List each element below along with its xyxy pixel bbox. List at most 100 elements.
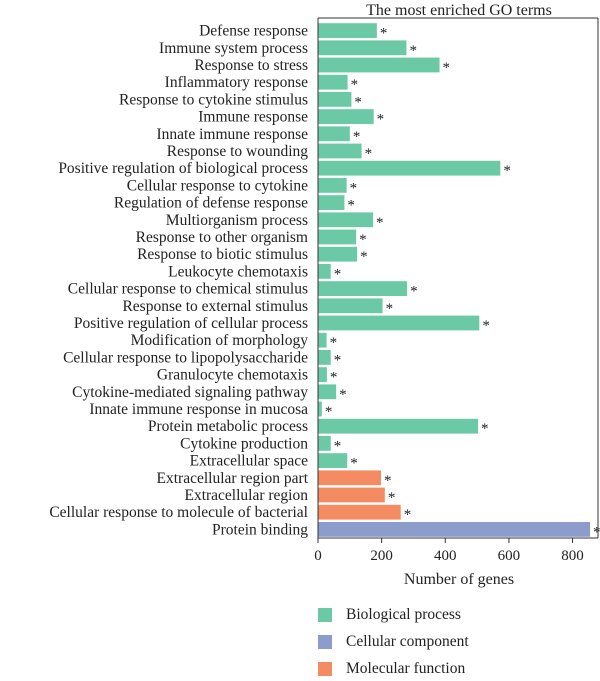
legend-item-molecular-function: Molecular function [318,660,578,678]
bar-inflammatory-response [318,74,348,90]
category-label-response-to-wounding: Response to wounding [167,143,308,160]
bar-response-to-biotic-stimulus [318,246,358,262]
x-tick-label: 0 [314,548,322,564]
legend-swatch-molecular-function [318,662,332,676]
bar-protein-binding [318,522,591,537]
significance-star: * [410,284,418,300]
bar-modification-of-morphology [318,332,327,348]
category-label-response-to-cytokine-stimulus: Response to cytokine stimulus [119,91,308,108]
category-label-modification-of-morphology: Modification of morphology [131,332,309,349]
category-label-response-to-biotic-stimulus: Response to biotic stimulus [137,246,308,263]
significance-star: * [334,352,342,368]
significance-star: * [360,249,368,265]
significance-star: * [482,318,490,334]
category-label-regulation-of-defense-response: Regulation of defense response [114,195,308,212]
bars-layer [318,23,591,537]
bar-positive-regulation-of-biological-process [318,160,501,176]
significance-star: * [365,146,373,162]
significance-markers: ****************************** [325,26,600,541]
category-label-leukocyte-chemotaxis: Leukocyte chemotaxis [168,263,308,280]
significance-star: * [388,490,396,506]
category-label-protein-binding: Protein binding [212,521,308,538]
significance-star: * [330,335,338,351]
bar-response-to-external-stimulus [318,298,383,314]
legend-swatch-cellular-component [318,635,332,649]
category-label-defense-response: Defense response [199,23,308,40]
bar-innate-immune-response-in-mucosa [318,401,322,417]
legend-label-molecular-function: Molecular function [346,660,466,677]
bar-positive-regulation-of-cellular-process [318,315,480,331]
bar-cytokine-mediated-signaling-pathway [318,384,337,400]
x-tick-label: 600 [498,548,521,564]
bar-response-to-cytokine-stimulus [318,92,352,107]
category-label-extracellular-region-part: Extracellular region part [157,470,309,487]
significance-star: * [353,129,361,145]
category-label-cellular-response-to-molecule-of-bacterial: Cellular response to molecule of bacteri… [49,504,308,521]
bar-multiorganism-process [318,212,374,228]
significance-star: * [377,112,385,128]
significance-star: * [334,266,342,282]
significance-star: * [347,198,355,214]
bar-extracellular-region [318,487,385,503]
significance-star: * [404,507,412,523]
significance-star: * [376,215,384,231]
significance-star: * [354,94,362,110]
bar-cytokine-production [318,436,331,451]
category-label-inflammatory-response: Inflammatory response [165,74,308,91]
significance-star: * [386,301,394,317]
go-terms-bar-chart: The most enriched GO terms Defense respo… [49,2,600,588]
category-label-cytokine-mediated-signaling-pathway: Cytokine-mediated signaling pathway [72,384,308,401]
significance-star: * [339,387,347,403]
category-label-protein-metabolic-process: Protein metabolic process [148,418,308,435]
category-label-innate-immune-response: Innate immune response [156,126,308,143]
category-label-response-to-stress: Response to stress [194,57,308,74]
bar-protein-metabolic-process [318,418,479,434]
significance-star: * [503,163,511,179]
category-label-response-to-other-organism: Response to other organism [136,229,308,246]
category-label-cytokine-production: Cytokine production [180,435,308,452]
x-tick-label: 800 [561,548,584,564]
significance-star: * [330,370,338,386]
legend-label-biological-process: Biological process [346,606,461,623]
category-label-granulocyte-chemotaxis: Granulocyte chemotaxis [157,367,308,384]
category-label-cellular-response-to-lipopolysaccharide: Cellular response to lipopolysaccharide [63,349,308,366]
x-axis-label: Number of genes [404,571,514,588]
significance-star: * [384,473,392,489]
bar-defense-response [318,23,377,38]
x-tick-label: 400 [434,548,457,564]
bar-extracellular-space [318,453,348,468]
significance-star: * [380,26,388,42]
bar-immune-response [318,109,374,124]
category-label-innate-immune-response-in-mucosa: Innate immune response in mucosa [89,401,308,418]
bar-cellular-response-to-cytokine [318,178,347,193]
significance-star: * [443,60,451,76]
bar-response-to-other-organism [318,229,357,245]
legend-item-cellular-component: Cellular component [318,633,578,651]
bar-response-to-wounding [318,143,362,159]
significance-star: * [481,421,489,437]
x-tick-label: 200 [370,548,393,564]
significance-star: * [351,77,359,93]
bar-granulocyte-chemotaxis [318,367,327,382]
category-label-multiorganism-process: Multiorganism process [166,212,308,229]
category-label-positive-regulation-of-biological-process: Positive regulation of biological proces… [58,160,308,177]
bar-leukocyte-chemotaxis [318,264,331,279]
significance-star: * [409,43,417,59]
bar-cellular-response-to-chemical-stimulus [318,281,408,296]
bar-immune-system-process [318,40,407,56]
significance-star: * [350,180,358,196]
significance-star: * [325,404,333,420]
category-label-extracellular-region: Extracellular region [184,487,308,504]
legend-item-biological-process: Biological process [318,606,578,624]
category-label-response-to-external-stimulus: Response to external stimulus [122,298,308,315]
category-label-cellular-response-to-cytokine: Cellular response to cytokine [127,177,308,194]
bar-cellular-response-to-lipopolysaccharide [318,350,331,365]
bar-response-to-stress [318,57,440,73]
category-label-positive-regulation-of-cellular-process: Positive regulation of cellular process [74,315,308,332]
bar-extracellular-region-part [318,470,381,486]
category-label-extracellular-space: Extracellular space [190,453,308,470]
significance-star: * [334,438,342,454]
category-label-immune-response: Immune response [198,109,308,126]
legend-label-cellular-component: Cellular component [346,633,469,650]
